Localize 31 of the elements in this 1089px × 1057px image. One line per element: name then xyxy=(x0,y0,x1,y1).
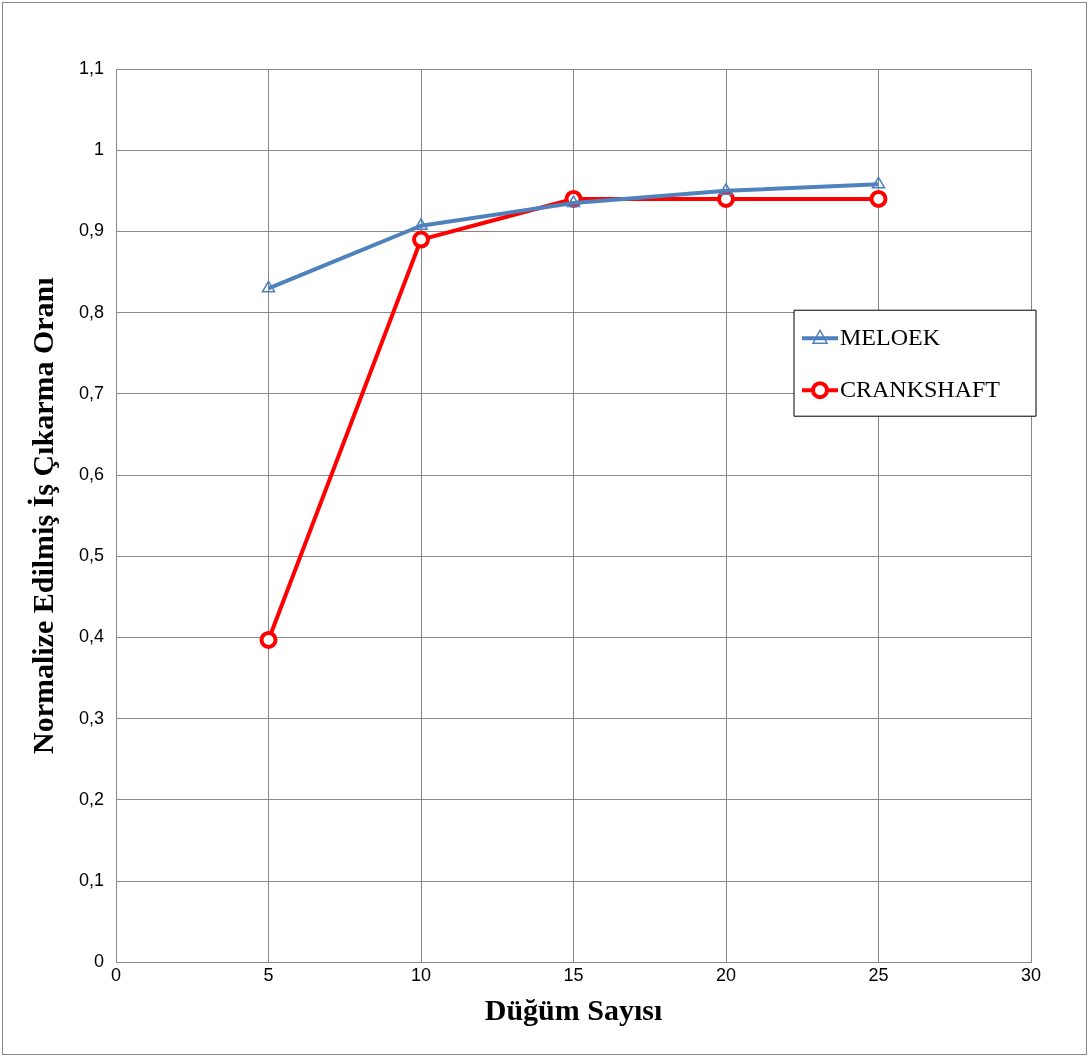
x-tick-label: 20 xyxy=(715,965,737,986)
point xyxy=(412,230,431,249)
y-axis-title: Normalize Edilmiş İş Çıkarma Oranı xyxy=(25,277,59,755)
point xyxy=(869,189,888,208)
point xyxy=(259,630,278,649)
x-axis-title: Düğüm Sayısı xyxy=(484,992,663,1026)
y-tick-label: 0,9 xyxy=(78,220,105,241)
point xyxy=(566,195,581,208)
x-tick-label: 5 xyxy=(263,965,274,986)
legend-label: CRANKSHAFT xyxy=(840,375,1001,402)
y-tick-label: 1,1 xyxy=(78,57,105,78)
point xyxy=(261,280,276,293)
y-tick-label: 0 xyxy=(94,951,105,972)
x-tick-label: 0 xyxy=(111,965,122,986)
x-tick-label: 25 xyxy=(868,965,889,986)
x-tick-label: 15 xyxy=(563,965,584,986)
y-tick-label: 0,2 xyxy=(78,788,105,809)
y-tick-label: 0,3 xyxy=(78,707,105,728)
y-tick-label: 0,8 xyxy=(78,301,105,322)
y-tick-label: 0,5 xyxy=(78,545,105,566)
y-tick-label: 0,4 xyxy=(78,626,105,647)
legend-label: MELOEK xyxy=(840,323,941,350)
x-tick-label: 10 xyxy=(411,965,432,986)
x-tick-label: 30 xyxy=(1020,965,1042,986)
point xyxy=(414,218,428,230)
y-tick-label: 1 xyxy=(94,139,105,160)
y-tick-label: 0,7 xyxy=(78,382,105,403)
point xyxy=(871,176,886,189)
point xyxy=(719,183,733,196)
y-tick-label: 0,6 xyxy=(78,464,105,485)
y-tick-label: 0,1 xyxy=(78,870,105,891)
